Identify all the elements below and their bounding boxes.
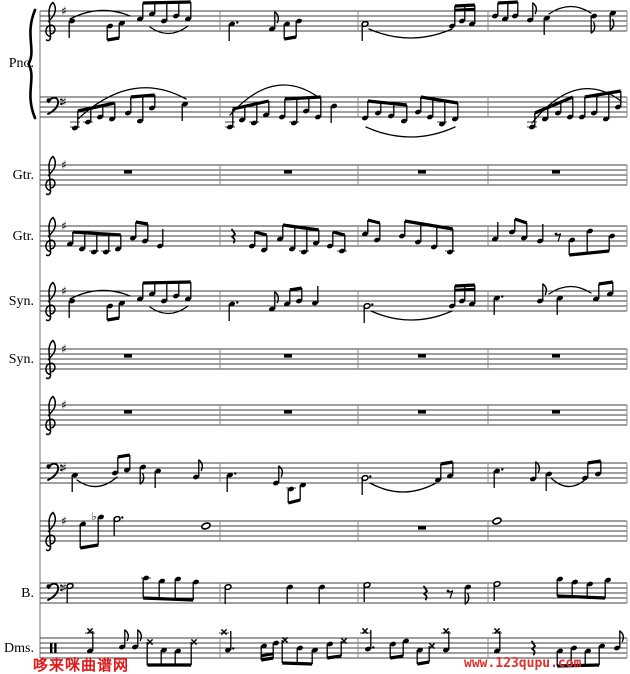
staff-label-syn-1: Syn.	[8, 294, 34, 309]
staff-synth-1: ♯	[40, 280, 628, 323]
svg-text:♯: ♯	[61, 514, 67, 528]
staff-guitar-1: ♯	[40, 155, 628, 196]
staff-label-drums: Dms.	[4, 641, 34, 656]
staff-extra-1: ♯	[40, 395, 628, 436]
staff-piano-treble: ♯	[40, 0, 628, 42]
svg-text:♯: ♯	[61, 461, 67, 475]
staff-label-pno: Pno.	[8, 56, 34, 71]
staff-label-syn-2: Syn.	[8, 352, 34, 367]
svg-text:♯: ♯	[61, 398, 67, 412]
svg-text:♯: ♯	[61, 95, 67, 109]
svg-text:♯: ♯	[61, 581, 67, 595]
staff-bass-guitar: ♯	[40, 575, 628, 605]
staff-extra-treble: ♯ ♭	[40, 510, 628, 552]
staff-guitar-2: ♯	[40, 216, 628, 257]
staff-synth-2: ♯	[40, 339, 628, 380]
svg-text:♯: ♯	[61, 158, 67, 172]
staff-piano-bass: ♯	[40, 84, 628, 138]
staff-extra-bass: ♯	[40, 453, 628, 505]
watermark-site-url: www.123qupu.com	[464, 656, 582, 671]
staff-label-bass: B.	[21, 586, 34, 601]
svg-text:♯: ♯	[61, 284, 67, 298]
staff-label-gtr-1: Gtr.	[12, 168, 34, 183]
staff-drums	[40, 627, 628, 668]
svg-text:♭: ♭	[91, 510, 96, 523]
svg-text:♯: ♯	[61, 219, 67, 233]
svg-text:♯: ♯	[61, 4, 67, 18]
watermark-site-name: 哆来咪曲谱网	[33, 656, 130, 674]
svg-text:♯: ♯	[61, 342, 67, 356]
staff-label-gtr-2: Gtr.	[12, 229, 34, 244]
